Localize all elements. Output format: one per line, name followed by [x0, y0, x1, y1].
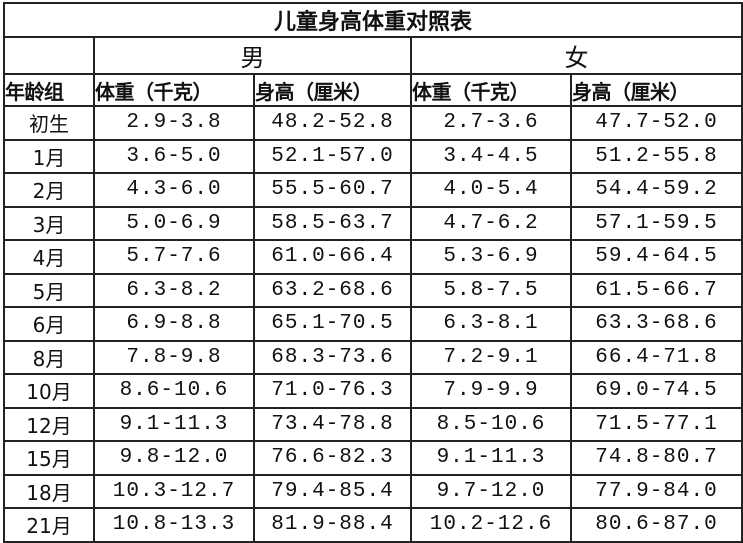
female-weight-cell: 2.7-3.6 [410, 105, 572, 141]
header-female-weight: 体重（千克） [410, 73, 572, 107]
male-height-cell: 73.4-78.8 [253, 406, 412, 442]
table-title: 儿童身高体重对照表 [2, 2, 743, 38]
table-row: 2月 4.3-6.0 55.5-60.7 4.0-5.4 54.4-59.2 [3, 172, 743, 208]
female-weight-cell: 7.2-9.1 [410, 339, 572, 375]
male-weight-cell: 5.7-7.6 [93, 239, 255, 275]
female-height-cell: 69.0-74.5 [569, 373, 743, 409]
age-cell: 6月 [3, 306, 95, 342]
female-height-cell: 77.9-84.0 [569, 473, 743, 509]
table-row: 1月 3.6-5.0 52.1-57.0 3.4-4.5 51.2-55.8 [3, 138, 743, 174]
male-header: 男 [93, 36, 412, 75]
male-height-cell: 61.0-66.4 [253, 239, 412, 275]
age-cell: 21月 [3, 507, 95, 543]
male-height-cell: 68.3-73.6 [253, 339, 412, 375]
male-weight-cell: 6.3-8.2 [93, 272, 255, 308]
header-male-height: 身高（厘米） [253, 73, 412, 107]
column-header-row: 年龄组 体重（千克） 身高（厘米） 体重（千克） 身高（厘米） [3, 73, 743, 107]
female-weight-cell: 9.1-11.3 [410, 440, 572, 476]
male-height-cell: 65.1-70.5 [253, 306, 412, 342]
male-weight-cell: 7.8-9.8 [93, 339, 255, 375]
age-cell: 3月 [3, 205, 95, 241]
table-row: 18月 10.3-12.7 79.4-85.4 9.7-12.0 77.9-84.0 [3, 473, 743, 509]
female-height-cell: 66.4-71.8 [569, 339, 743, 375]
header-male-weight: 体重（千克） [93, 73, 255, 107]
male-weight-cell: 10.8-13.3 [93, 507, 255, 543]
male-height-cell: 76.6-82.3 [253, 440, 412, 476]
male-weight-cell: 8.6-10.6 [93, 373, 255, 409]
age-cell: 1月 [3, 138, 95, 174]
title-row: 儿童身高体重对照表 [2, 2, 743, 38]
male-weight-cell: 3.6-5.0 [93, 138, 255, 174]
table-row: 初生 2.9-3.8 48.2-52.8 2.7-3.6 47.7-52.0 [3, 105, 743, 141]
male-weight-cell: 5.0-6.9 [93, 205, 255, 241]
empty-cell [3, 36, 95, 75]
male-height-cell: 71.0-76.3 [253, 373, 412, 409]
female-weight-cell: 9.7-12.0 [410, 473, 572, 509]
age-cell: 12月 [3, 406, 95, 442]
female-weight-cell: 3.4-4.5 [410, 138, 572, 174]
female-weight-cell: 4.7-6.2 [410, 205, 572, 241]
table-row: 21月 10.8-13.3 81.9-88.4 10.2-12.6 80.6-87.0 [3, 507, 743, 543]
male-height-cell: 81.9-88.4 [253, 507, 412, 543]
male-height-cell: 55.5-60.7 [253, 172, 412, 208]
male-weight-cell: 2.9-3.8 [93, 105, 255, 141]
male-weight-cell: 6.9-8.8 [93, 306, 255, 342]
female-weight-cell: 6.3-8.1 [410, 306, 572, 342]
age-cell: 2月 [3, 172, 95, 208]
table-row: 8月 7.8-9.8 68.3-73.6 7.2-9.1 66.4-71.8 [3, 339, 743, 375]
header-female-height: 身高（厘米） [569, 73, 743, 107]
age-cell: 18月 [3, 473, 95, 509]
female-weight-cell: 7.9-9.9 [410, 373, 572, 409]
age-cell: 8月 [3, 339, 95, 375]
male-weight-cell: 4.3-6.0 [93, 172, 255, 208]
female-height-cell: 63.3-68.6 [569, 306, 743, 342]
table-row: 10月 8.6-10.6 71.0-76.3 7.9-9.9 69.0-74.5 [3, 373, 743, 409]
table-row: 15月 9.8-12.0 76.6-82.3 9.1-11.3 74.8-80.7 [3, 440, 743, 476]
male-weight-cell: 9.8-12.0 [93, 440, 255, 476]
male-height-cell: 63.2-68.6 [253, 272, 412, 308]
table-row: 4月 5.7-7.6 61.0-66.4 5.3-6.9 59.4-64.5 [3, 239, 743, 275]
age-cell: 初生 [3, 105, 95, 141]
female-height-cell: 47.7-52.0 [569, 105, 743, 141]
table-row: 5月 6.3-8.2 63.2-68.6 5.8-7.5 61.5-66.7 [3, 272, 743, 308]
header-age-group: 年龄组 [3, 73, 95, 107]
male-weight-cell: 10.3-12.7 [93, 473, 255, 509]
age-cell: 4月 [3, 239, 95, 275]
male-weight-cell: 9.1-11.3 [93, 406, 255, 442]
age-cell: 5月 [3, 272, 95, 308]
gender-row: 男 女 [3, 36, 743, 75]
male-height-cell: 52.1-57.0 [253, 138, 412, 174]
female-height-cell: 61.5-66.7 [569, 272, 743, 308]
female-height-cell: 51.2-55.8 [569, 138, 743, 174]
table-row: 6月 6.9-8.8 65.1-70.5 6.3-8.1 63.3-68.6 [3, 306, 743, 342]
female-height-cell: 54.4-59.2 [569, 172, 743, 208]
female-height-cell: 71.5-77.1 [569, 406, 743, 442]
female-weight-cell: 5.3-6.9 [410, 239, 572, 275]
female-height-cell: 74.8-80.7 [569, 440, 743, 476]
female-header: 女 [409, 36, 743, 75]
table-row: 12月 9.1-11.3 73.4-78.8 8.5-10.6 71.5-77.1 [3, 406, 743, 442]
age-cell: 15月 [3, 440, 95, 476]
table-row: 3月 5.0-6.9 58.5-63.7 4.7-6.2 57.1-59.5 [3, 205, 743, 241]
male-height-cell: 48.2-52.8 [253, 105, 412, 141]
female-weight-cell: 4.0-5.4 [410, 172, 572, 208]
female-weight-cell: 5.8-7.5 [410, 272, 572, 308]
male-height-cell: 58.5-63.7 [253, 205, 412, 241]
female-height-cell: 80.6-87.0 [569, 507, 743, 543]
age-cell: 10月 [3, 373, 95, 409]
female-weight-cell: 10.2-12.6 [410, 507, 572, 543]
male-height-cell: 79.4-85.4 [253, 473, 412, 509]
female-weight-cell: 8.5-10.6 [410, 406, 572, 442]
female-height-cell: 59.4-64.5 [569, 239, 743, 275]
female-height-cell: 57.1-59.5 [569, 205, 743, 241]
